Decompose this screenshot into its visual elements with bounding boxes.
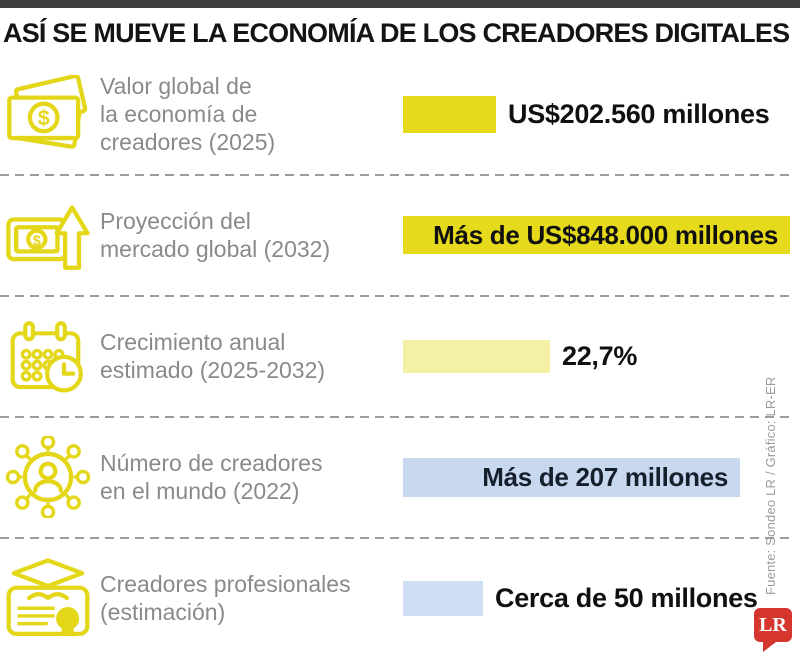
row-value: 22,7% [562,340,638,371]
row-proyeccion: $ Proyección del mercado global (2032) M… [0,176,790,295]
row-label: Proyección del mercado global (2032) [100,208,331,263]
dashed-separator [0,536,790,539]
row-value: Cerca de 50 millones [495,582,758,613]
money-growth-arrow-icon: $ [0,195,96,275]
svg-text:$: $ [38,106,50,130]
row-value: Más de US$848.000 millones [433,219,778,250]
dashed-separator [0,415,790,418]
row-value: US$202.560 millones [508,98,770,129]
row-value: Más de 207 millones [482,461,728,492]
graduate-certificate-icon [0,557,96,639]
row-label: Número de creadores en el mundo (2022) [100,450,323,505]
bar-numero-creadores: Más de 207 millones [403,457,740,497]
row-label: Crecimiento anual estimado (2025-2032) [100,329,326,384]
bar-cell: US$202.560 millones [400,95,790,133]
bar-creadores-profesionales [403,580,483,616]
source-credit: Fuente: Sondeo LR / Gráfico: LR-ER [763,376,778,595]
row-creadores-profesionales: Creadores profesionales (estimación) Cer… [0,539,790,658]
lr-logo-bubble: LR [754,608,792,642]
bar-cell: 22,7% [400,339,790,373]
page-title: ASÍ SE MUEVE LA ECONOMÍA DE LOS CREADORE… [3,18,790,48]
bar-valor-global [403,95,496,133]
dashed-separator [0,294,790,297]
row-label: Valor global de la economía de creadores… [100,73,276,156]
bar-proyeccion: Más de US$848.000 millones [403,216,790,255]
row-label: Creadores profesionales (estimación) [100,571,351,626]
lr-logo: LR [754,608,794,652]
bar-cell: Cerca de 50 millones [400,580,790,616]
money-bills-icon: $ [0,75,96,153]
row-valor-global: $ Valor global de la economía de creador… [0,55,790,174]
lr-logo-text: LR [759,613,787,636]
top-accent-bar [0,0,800,8]
lr-logo-tail [763,642,776,652]
creator-network-icon [0,436,96,519]
calendar-clock-icon [0,316,96,396]
chart-rows: $ Valor global de la economía de creador… [0,55,800,658]
bar-crecimiento [403,339,550,373]
svg-text:$: $ [33,234,41,250]
bar-cell: Más de 207 millones [400,457,790,497]
dashed-separator [0,173,790,176]
row-crecimiento: Crecimiento anual estimado (2025-2032) 2… [0,297,790,416]
bar-cell: Más de US$848.000 millones [400,216,790,255]
row-numero-creadores: Número de creadores en el mundo (2022) M… [0,418,790,537]
